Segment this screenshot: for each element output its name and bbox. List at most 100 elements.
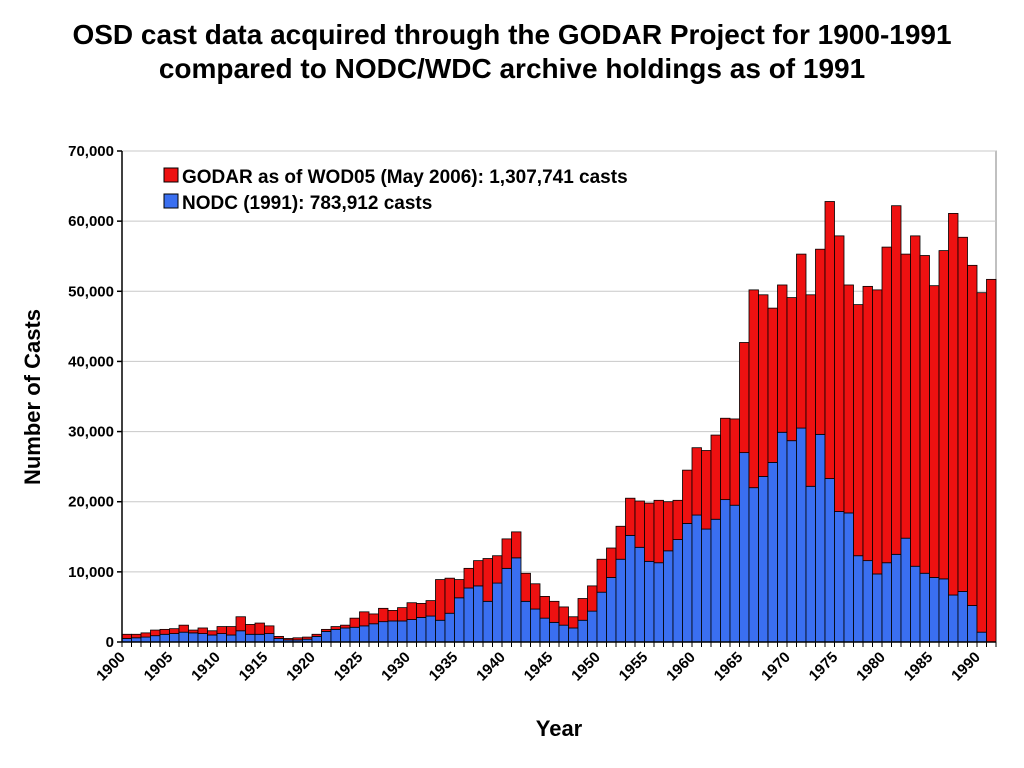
bar-godar-1979 (872, 289, 883, 575)
bar-godar-1930 (406, 602, 417, 620)
bar-nodc-1923 (340, 627, 351, 643)
bar-godar-1921 (321, 628, 332, 632)
bar-nodc-1908 (197, 633, 208, 643)
bar-godar-1914 (254, 622, 265, 635)
bar-nodc-1978 (862, 560, 873, 643)
x-tick-label: 1925 (331, 649, 367, 685)
x-tick-label: 1990 (948, 649, 984, 685)
bar-godar-1986 (938, 250, 949, 580)
bar-godar-1965 (739, 342, 750, 454)
bar-godar-1929 (397, 607, 408, 622)
bar-godar-1945 (549, 600, 560, 623)
x-tick-label: 1955 (616, 649, 652, 685)
bar-nodc-1990 (976, 631, 987, 643)
bar-nodc-1988 (957, 591, 968, 643)
bar-godar-1982 (900, 253, 911, 539)
bar-nodc-1922 (330, 628, 341, 643)
bar-nodc-1989 (967, 605, 978, 643)
x-axis-ticks: 1900 1905 1910 1915 1920 1925 1930 1935 1940 1945… (93, 642, 997, 685)
bar-godar-1973 (815, 248, 826, 435)
bar-nodc-1903 (150, 635, 161, 643)
bar-godar-1980 (881, 246, 892, 564)
bar-godar-1910 (216, 626, 227, 634)
bar-godar-1906 (178, 624, 189, 633)
bar-nodc-1986 (938, 578, 949, 643)
bar-nodc-1959 (682, 523, 693, 643)
bar-godar-1948 (577, 598, 588, 621)
bar-nodc-1962 (710, 518, 721, 643)
x-tick-label: 1945 (521, 649, 557, 685)
bar-godar-1947 (568, 616, 579, 629)
bar-nodc-1913 (245, 633, 256, 643)
bar-nodc-1907 (188, 632, 199, 643)
bar-godar-1951 (606, 547, 617, 578)
bar-godar-1900 (121, 633, 132, 639)
bar-nodc-1967 (758, 476, 769, 643)
bar-godar-1958 (672, 499, 683, 540)
bar-nodc-1963 (720, 499, 731, 643)
bar-nodc-1951 (606, 577, 617, 643)
bar-nodc-1938 (482, 600, 493, 643)
bar-godar-1925 (359, 611, 370, 627)
bar-godar-1985 (929, 285, 940, 578)
bar-nodc-1924 (349, 626, 360, 643)
bar-godar-1987 (948, 213, 959, 596)
bar-godar-1902 (140, 632, 151, 638)
bar-godar-1932 (425, 600, 436, 617)
bar-nodc-1915 (264, 633, 275, 643)
bar-nodc-1983 (910, 565, 921, 643)
bar-godar-1949 (587, 585, 598, 612)
bar-nodc-1939 (492, 582, 503, 643)
legend-label-godar: GODAR as of WOD05 (May 2006): 1,307,741 … (182, 167, 628, 188)
bar-godar-1989 (967, 264, 978, 606)
x-tick-label: 1975 (806, 649, 842, 685)
bar-godar-1927 (378, 607, 389, 623)
bar-nodc-1972 (805, 485, 816, 643)
bar-godar-1967 (758, 294, 769, 477)
bar-godar-1990 (976, 292, 987, 633)
bar-godar-1960 (691, 447, 702, 516)
bar-nodc-1950 (596, 591, 607, 643)
bar-nodc-1954 (634, 546, 645, 643)
bar-nodc-1964 (729, 504, 740, 643)
y-tick-label: 20,000 (68, 494, 114, 511)
bar-nodc-1943 (530, 608, 541, 643)
bar-godar-1933 (435, 579, 446, 621)
x-tick-label: 1965 (711, 649, 747, 685)
bar-godar-1905 (169, 628, 180, 634)
bar-nodc-1982 (900, 537, 911, 643)
y-tick-label: 50,000 (68, 283, 114, 300)
bar-nodc-1958 (672, 539, 683, 643)
bar-godar-1937 (473, 560, 484, 587)
bar-godar-1940 (501, 538, 512, 569)
bar-godar-1916 (273, 635, 284, 639)
bar-godar-1939 (492, 555, 503, 584)
bar-godar-1971 (796, 253, 807, 429)
bar-nodc-1965 (739, 452, 750, 643)
bar-nodc-1909 (207, 634, 218, 643)
bar-nodc-1987 (948, 594, 959, 643)
x-tick-label: 1970 (758, 649, 794, 685)
bar-nodc-1980 (881, 562, 892, 643)
bar-godar-1952 (615, 525, 626, 560)
bar-godar-1935 (454, 579, 465, 599)
bar-nodc-1946 (558, 624, 569, 643)
x-tick-label: 1910 (188, 649, 224, 685)
bar-godar-1946 (558, 606, 569, 626)
bar-godar-1944 (539, 596, 550, 619)
bar-godar-1934 (444, 577, 455, 614)
bar-godar-1956 (653, 499, 664, 564)
bar-nodc-1911 (226, 634, 237, 643)
legend-swatch-nodc (163, 193, 179, 209)
bar-godar-1926 (368, 613, 379, 625)
bar-nodc-1956 (653, 562, 664, 643)
bar-nodc-1981 (891, 553, 902, 643)
bar-nodc-1975 (834, 511, 845, 643)
chart-title-line-2: compared to NODC/WDC archive holdings as… (158, 53, 866, 84)
bar-nodc-1921 (321, 631, 332, 643)
bar-nodc-1957 (663, 550, 674, 643)
bar-godar-1907 (188, 629, 199, 634)
bar-godar-1908 (197, 627, 208, 634)
bar-godar-1922 (330, 626, 341, 630)
